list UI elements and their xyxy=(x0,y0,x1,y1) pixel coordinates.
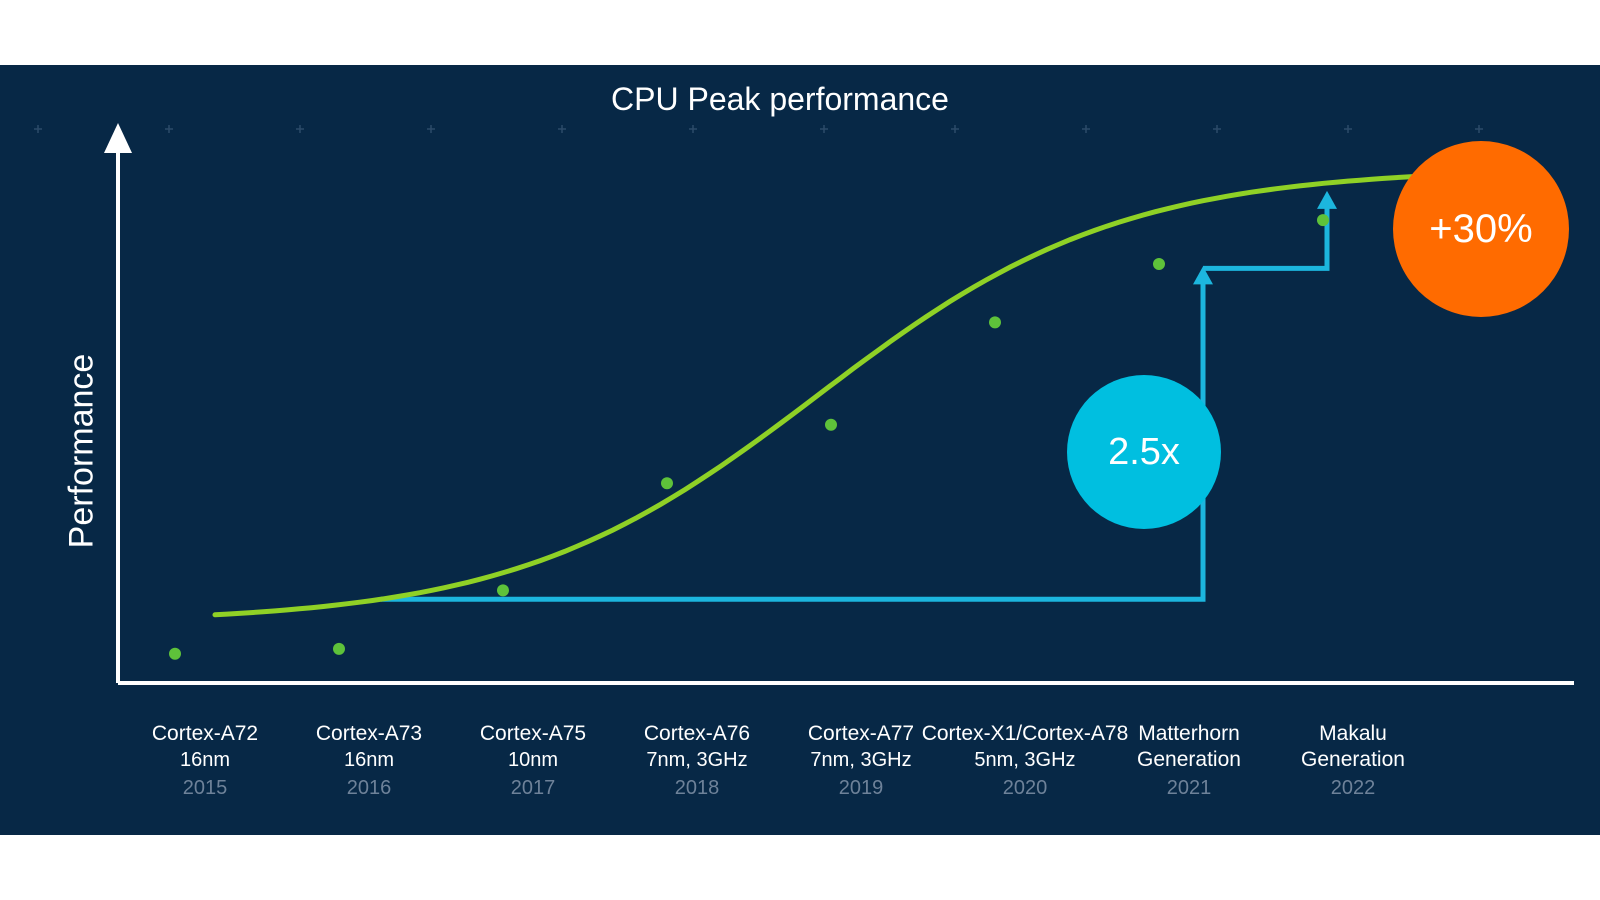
data-point-2015 xyxy=(169,647,181,660)
chart-canvas xyxy=(34,123,1574,685)
category-label: Cortex-X1/Cortex-A78 5nm, 3GHz 2020 xyxy=(922,721,1129,803)
category-year: 2015 xyxy=(182,777,228,799)
decor-cross xyxy=(1082,125,1090,133)
category-process: 7nm, 3GHz xyxy=(810,749,912,771)
decor-cross xyxy=(1344,125,1352,133)
category-name: Cortex-A72 xyxy=(151,722,259,745)
category-year: 2016 xyxy=(346,777,392,799)
category-name: Cortex-A76 xyxy=(643,722,751,745)
data-point-2020 xyxy=(989,316,1001,329)
decor-cross xyxy=(951,125,959,133)
category-name: Cortex-A73 xyxy=(315,722,423,745)
data-point-2017 xyxy=(497,584,509,597)
chart-title: CPU Peak performance xyxy=(611,81,949,117)
data-point-2016 xyxy=(333,642,345,655)
category-year: 2018 xyxy=(674,777,720,799)
data-point-2022 xyxy=(1317,214,1329,227)
category-label: Cortex-A73 16nm 2016 xyxy=(316,721,422,803)
percent-badge: +30% xyxy=(1393,141,1569,317)
category-name: Cortex-A77 xyxy=(807,722,915,745)
trend-curve-layer xyxy=(212,173,1423,618)
category-process: 16nm xyxy=(179,749,231,771)
category-year: 2022 xyxy=(1330,777,1376,799)
decor-cross xyxy=(34,125,42,133)
category-process: 5nm, 3GHz xyxy=(974,749,1076,771)
decor-cross xyxy=(1475,125,1483,133)
chart-slide: CPU Peak performance Performance Cortex-… xyxy=(0,65,1600,835)
data-point-2018 xyxy=(661,477,673,490)
decor-cross xyxy=(1213,125,1221,133)
y-axis-arrowhead xyxy=(104,123,132,153)
decor-cross xyxy=(820,125,828,133)
category-process: 10nm xyxy=(507,749,559,771)
gain-bracket-arrowhead xyxy=(1193,266,1213,285)
data-point-2021 xyxy=(1153,257,1165,270)
category-label: Cortex-A76 7nm, 3GHz 2018 xyxy=(644,721,750,803)
category-year: 2019 xyxy=(838,777,884,799)
category-name: Cortex-X1/Cortex-A78 xyxy=(921,722,1129,745)
category-year: 2020 xyxy=(1002,777,1048,799)
category-year: 2021 xyxy=(1166,777,1212,799)
background-decor xyxy=(34,125,1483,133)
decor-cross xyxy=(427,125,435,133)
decor-cross xyxy=(165,125,173,133)
category-label: Matterhorn Generation 2021 xyxy=(1137,721,1241,803)
gain-badge: 2.5x xyxy=(1067,375,1221,529)
category-label: Cortex-A75 10nm 2017 xyxy=(480,721,586,803)
category-process: 7nm, 3GHz xyxy=(646,749,748,771)
decor-cross xyxy=(689,125,697,133)
category-label: Makalu Generation 2022 xyxy=(1301,721,1405,803)
trend-curve xyxy=(212,173,1423,618)
decor-cross xyxy=(296,125,304,133)
data-points xyxy=(169,214,1329,660)
category-label: Cortex-A77 7nm, 3GHz 2019 xyxy=(808,721,914,803)
category-process: 16nm xyxy=(343,749,395,771)
axes xyxy=(104,123,1574,685)
category-name: Makalu Generation xyxy=(1301,722,1405,771)
data-point-2019 xyxy=(825,418,837,431)
y-axis-label: Performance xyxy=(62,353,101,549)
percent-bracket xyxy=(1203,204,1330,271)
improvement-brackets xyxy=(381,190,1337,602)
percent-bracket-arrowhead xyxy=(1317,190,1337,209)
gain-bracket xyxy=(381,280,1206,602)
category-name: Matterhorn Generation xyxy=(1137,722,1241,771)
decor-cross xyxy=(558,125,566,133)
category-name: Cortex-A75 xyxy=(479,722,587,745)
category-year: 2017 xyxy=(510,777,556,799)
category-label: Cortex-A72 16nm 2015 xyxy=(152,721,258,803)
